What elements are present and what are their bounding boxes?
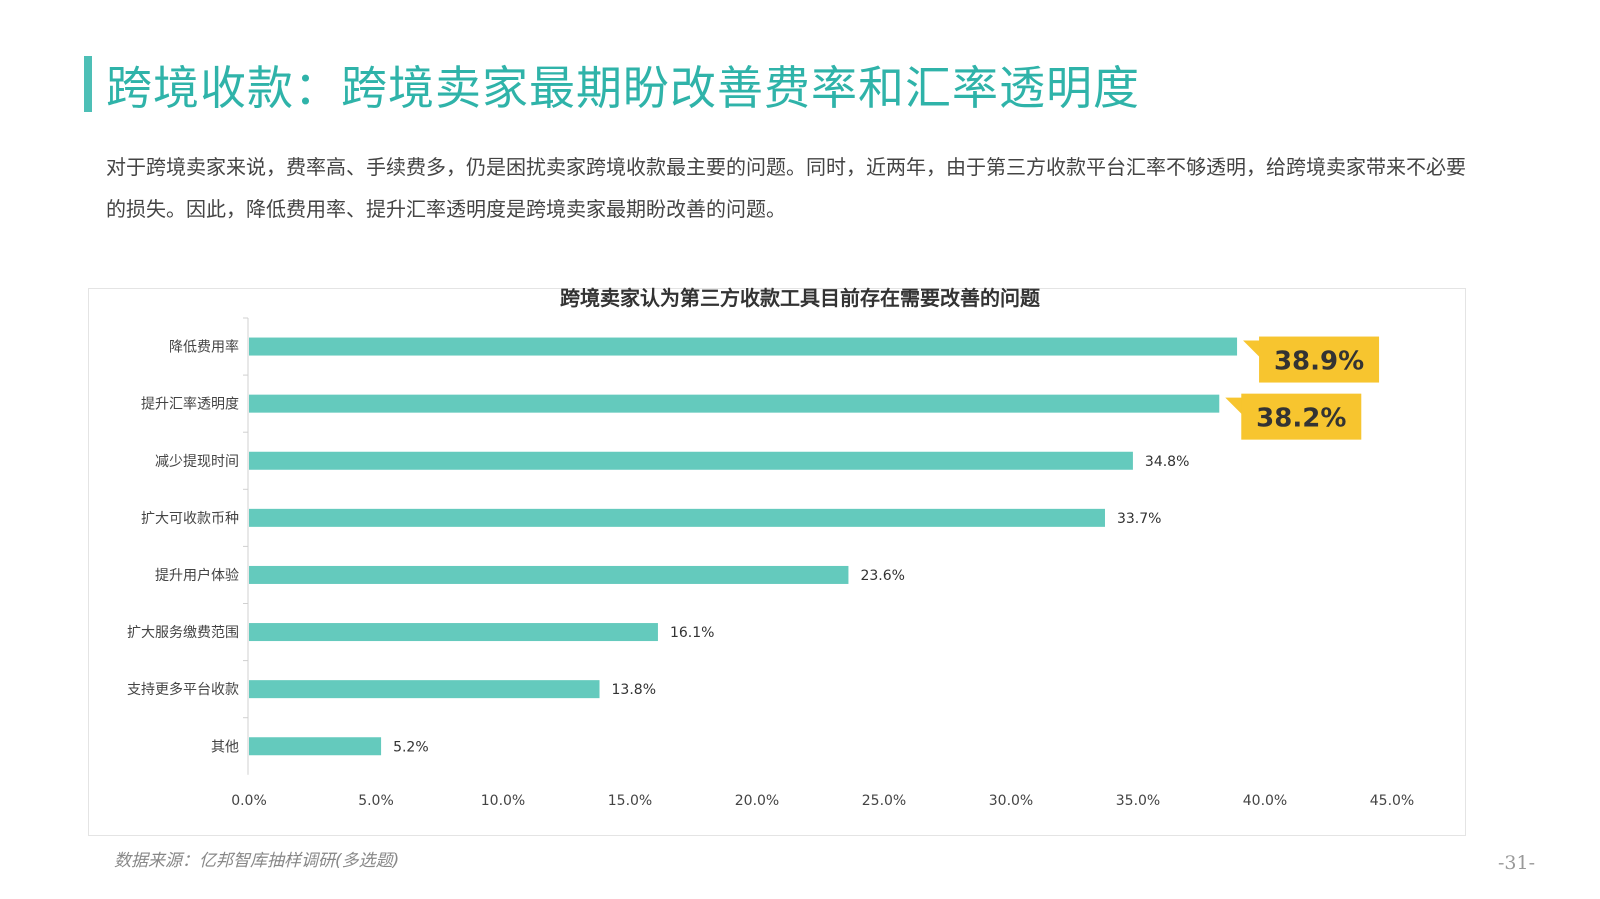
bar <box>249 337 1238 356</box>
x-tick-label: 45.0% <box>1370 793 1414 809</box>
value-label: 5.2% <box>393 739 429 755</box>
bar <box>249 737 382 756</box>
bar <box>249 565 849 584</box>
x-tick-label: 20.0% <box>735 793 779 809</box>
callout-box <box>1259 336 1380 383</box>
category-label: 支持更多平台收款 <box>127 681 239 698</box>
value-label-highlight: 38.9% <box>1274 347 1364 377</box>
x-tick-label: 40.0% <box>1243 793 1287 809</box>
page-number: -31- <box>1498 852 1536 874</box>
bar <box>249 508 1105 527</box>
x-tick-label: 25.0% <box>862 793 906 809</box>
x-tick-label: 35.0% <box>1116 793 1160 809</box>
x-tick-label: 15.0% <box>608 793 652 809</box>
bar <box>249 680 600 699</box>
callout-pointer <box>1225 397 1244 416</box>
x-tick-label: 0.0% <box>231 793 267 809</box>
value-label-highlight: 38.2% <box>1256 404 1346 434</box>
value-label: 34.8% <box>1145 454 1189 470</box>
bar <box>249 623 658 642</box>
x-tick-label: 30.0% <box>989 793 1033 809</box>
intro-paragraph: 对于跨境卖家来说，费率高、手续费多，仍是困扰卖家跨境收款最主要的问题。同时，近两… <box>106 155 1466 221</box>
category-label: 降低费用率 <box>169 339 239 356</box>
callout-pointer <box>1243 340 1262 359</box>
category-label: 提升用户体验 <box>155 567 239 584</box>
category-label: 扩大服务缴费范围 <box>127 624 239 641</box>
x-tick-label: 10.0% <box>481 793 525 809</box>
value-label: 33.7% <box>1117 511 1161 527</box>
page-title: 跨境收款：跨境卖家最期盼改善费率和汇率透明度 <box>106 61 1140 115</box>
value-label: 16.1% <box>670 625 714 641</box>
title-accent-bar <box>84 56 92 112</box>
value-label: 13.8% <box>612 682 656 698</box>
x-tick-label: 5.0% <box>358 793 394 809</box>
data-source: 数据来源：亿邦智库抽样调研(多选题) <box>114 851 400 871</box>
category-label: 扩大可收款币种 <box>141 511 239 527</box>
category-label: 提升汇率透明度 <box>141 396 239 413</box>
category-label: 减少提现时间 <box>155 454 239 470</box>
chart-title: 跨境卖家认为第三方收款工具目前存在需要改善的问题 <box>560 286 1040 310</box>
chart-frame <box>88 288 1466 836</box>
callout-box <box>1241 393 1362 440</box>
bar <box>249 394 1220 413</box>
value-label: 23.6% <box>860 568 904 584</box>
bar <box>249 451 1133 470</box>
category-label: 其他 <box>211 739 239 755</box>
